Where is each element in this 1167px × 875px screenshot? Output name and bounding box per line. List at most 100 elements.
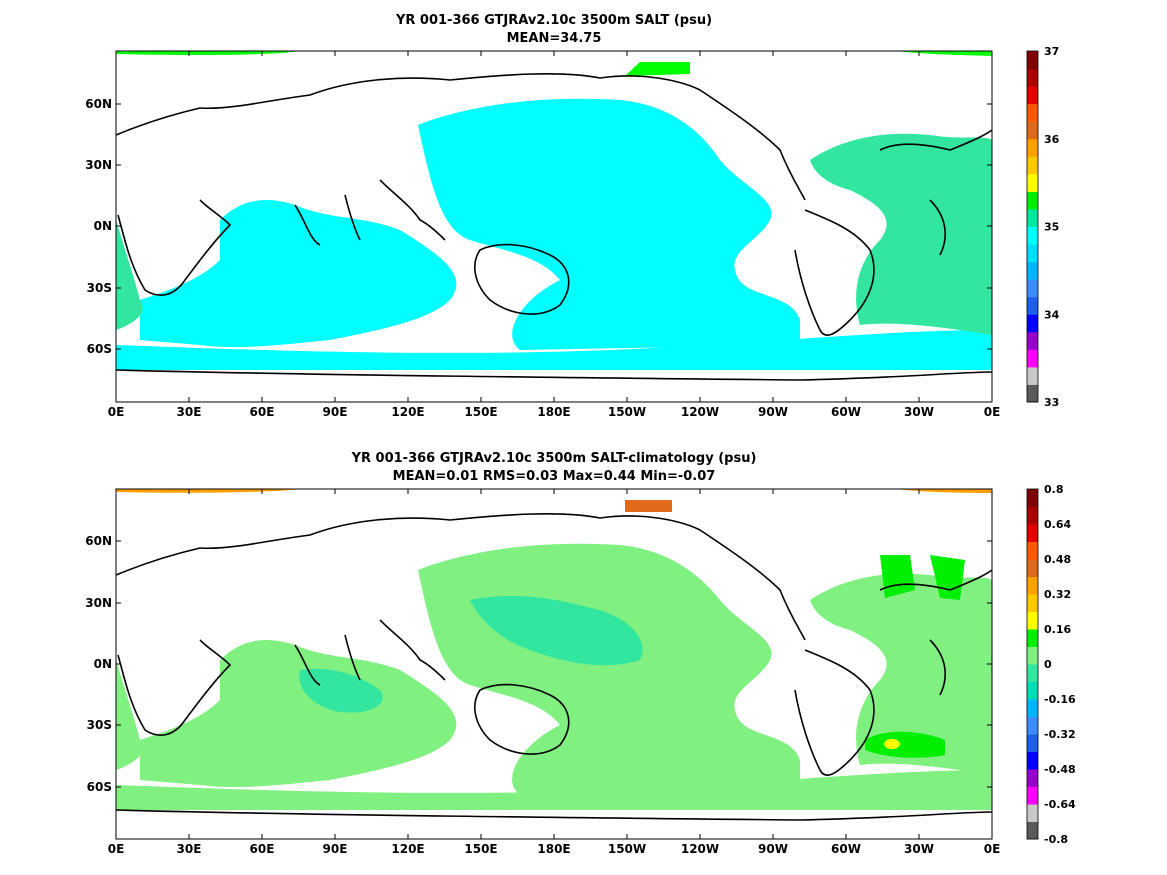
x-tick-label: 150W xyxy=(608,842,646,856)
x-tick-label: 30E xyxy=(177,405,202,419)
colorbar-swatch xyxy=(1027,611,1038,630)
colorbar-swatch xyxy=(1027,751,1038,770)
colorbar-label: -0.48 xyxy=(1044,763,1076,776)
x-tick-label: 120W xyxy=(681,405,719,419)
colorbar-swatch xyxy=(1027,191,1038,210)
x-tick-label: 60E xyxy=(250,405,275,419)
colorbar-swatch xyxy=(1027,594,1038,612)
x-tick-label: 60W xyxy=(831,405,861,419)
colorbar-swatch xyxy=(1027,384,1038,403)
x-tick-label: 0E xyxy=(984,405,1001,419)
x-tick-label: 30E xyxy=(177,842,202,856)
southern-anomaly-field xyxy=(116,770,992,810)
colorbar-label: 0.32 xyxy=(1044,588,1071,601)
colorbar-swatch xyxy=(1027,296,1038,315)
colorbar-swatch xyxy=(1027,208,1038,227)
colorbar-swatch xyxy=(1027,349,1038,368)
colorbar-swatch xyxy=(1027,103,1038,122)
indian-anomaly-neg xyxy=(299,668,383,713)
colorbar-swatch xyxy=(1027,734,1038,752)
colorbar-swatch xyxy=(1027,366,1038,385)
colorbar-swatch xyxy=(1027,786,1038,805)
colorbar-label: -0.8 xyxy=(1044,833,1068,846)
panel-1-ticks: 0E 30E 60E 90E 120E 150E 180E 150W 120W 90W 60W 30W… xyxy=(85,51,1000,419)
y-tick-label: 60S xyxy=(87,342,112,356)
x-tick-label: 0E xyxy=(108,405,125,419)
colorbar-swatch xyxy=(1027,279,1038,298)
colorbar-swatch xyxy=(1027,576,1038,595)
x-tick-label: 30W xyxy=(904,405,934,419)
panel-1-subtitle: MEAN=34.75 xyxy=(506,31,602,46)
colorbar-swatch xyxy=(1027,506,1038,525)
southern-field xyxy=(116,330,992,370)
colorbar-label: 35 xyxy=(1044,221,1059,234)
colorbar-swatch xyxy=(1027,629,1038,647)
colorbar-swatch xyxy=(1027,821,1038,840)
colorbar-label: 37 xyxy=(1044,45,1059,58)
panel-2-subtitle: MEAN=0.01 RMS=0.03 Max=0.44 Min=-0.07 xyxy=(392,469,716,484)
colorbar-swatch xyxy=(1027,226,1038,245)
y-tick-label: 60S xyxy=(87,780,112,794)
y-tick-label: 30N xyxy=(85,596,112,610)
x-tick-label: 90E xyxy=(323,405,348,419)
colorbar-swatch xyxy=(1027,138,1038,157)
panel-2-ocean-fill xyxy=(116,489,992,810)
colorbar-swatch xyxy=(1027,699,1038,717)
colorbar-label: 0.8 xyxy=(1044,483,1064,496)
colorbar-swatch xyxy=(1027,646,1038,665)
colorbar-label: -0.16 xyxy=(1044,693,1076,706)
colorbar-label: 0.48 xyxy=(1044,553,1071,566)
x-tick-label: 150W xyxy=(608,405,646,419)
west-atlantic-anomaly xyxy=(116,660,143,770)
south-atlantic-positive xyxy=(865,731,945,758)
atlantic-anomaly-field xyxy=(810,573,992,775)
colorbar-swatch xyxy=(1027,314,1038,333)
west-atlantic-field xyxy=(116,220,143,330)
colorbar-swatch xyxy=(1027,261,1038,280)
arctic-anomaly-high xyxy=(625,500,672,512)
panel-1-title: YR 001-366 GTJRAv2.10c 3500m SALT (psu) xyxy=(395,13,713,28)
panel-2-title: YR 001-366 GTJRAv2.10c 3500m SALT-climat… xyxy=(351,451,757,466)
south-atlantic-max xyxy=(884,739,900,749)
colorbar-swatch xyxy=(1027,541,1038,560)
colorbar-label: 33 xyxy=(1044,396,1059,409)
x-tick-label: 0E xyxy=(984,842,1001,856)
colorbar-label: 0 xyxy=(1044,658,1052,671)
colorbar-label: -0.32 xyxy=(1044,728,1076,741)
colorbar-swatch xyxy=(1027,331,1038,350)
colorbar-swatch xyxy=(1027,524,1038,542)
colorbar-swatch xyxy=(1027,769,1038,787)
panel-2-ticks: 0E 30E 60E 90E 120E 150E 180E 150W 120W 90W 60W 30W… xyxy=(85,489,1000,856)
colorbar-swatch xyxy=(1027,156,1038,175)
colorbar-swatch xyxy=(1027,86,1038,105)
y-tick-label: 30S xyxy=(87,718,112,732)
indian-field xyxy=(140,200,457,348)
colorbar-frame xyxy=(1026,488,1039,840)
x-tick-label: 90W xyxy=(758,405,788,419)
colorbar-swatch xyxy=(1027,244,1038,263)
colorbar-label: -0.64 xyxy=(1044,798,1076,811)
panel-2-map: 0E 30E 60E 90E 120E 150E 180E 150W 120W 90W 60W 30W… xyxy=(85,483,1076,856)
x-tick-label: 120W xyxy=(681,842,719,856)
colorbar-label: 34 xyxy=(1044,308,1060,321)
x-tick-label: 60W xyxy=(831,842,861,856)
x-tick-label: 120E xyxy=(391,842,424,856)
pacific-field xyxy=(418,98,800,350)
colorbar-swatch xyxy=(1027,121,1038,140)
atlantic-field xyxy=(810,133,992,335)
x-tick-label: 90W xyxy=(758,842,788,856)
x-tick-label: 180E xyxy=(537,405,570,419)
colorbar-swatch xyxy=(1027,681,1038,700)
panel-1-coastlines xyxy=(116,72,992,381)
colorbar-swatch xyxy=(1027,489,1038,507)
x-tick-label: 180E xyxy=(537,842,570,856)
y-tick-label: 30N xyxy=(85,158,112,172)
y-tick-label: 0N xyxy=(94,219,112,233)
colorbar-swatch xyxy=(1027,559,1038,577)
y-tick-label: 0N xyxy=(94,657,112,671)
colorbar-label: 0.16 xyxy=(1044,623,1071,636)
colorbar-swatch xyxy=(1027,68,1038,87)
x-tick-label: 30W xyxy=(904,842,934,856)
y-tick-label: 60N xyxy=(85,97,112,111)
